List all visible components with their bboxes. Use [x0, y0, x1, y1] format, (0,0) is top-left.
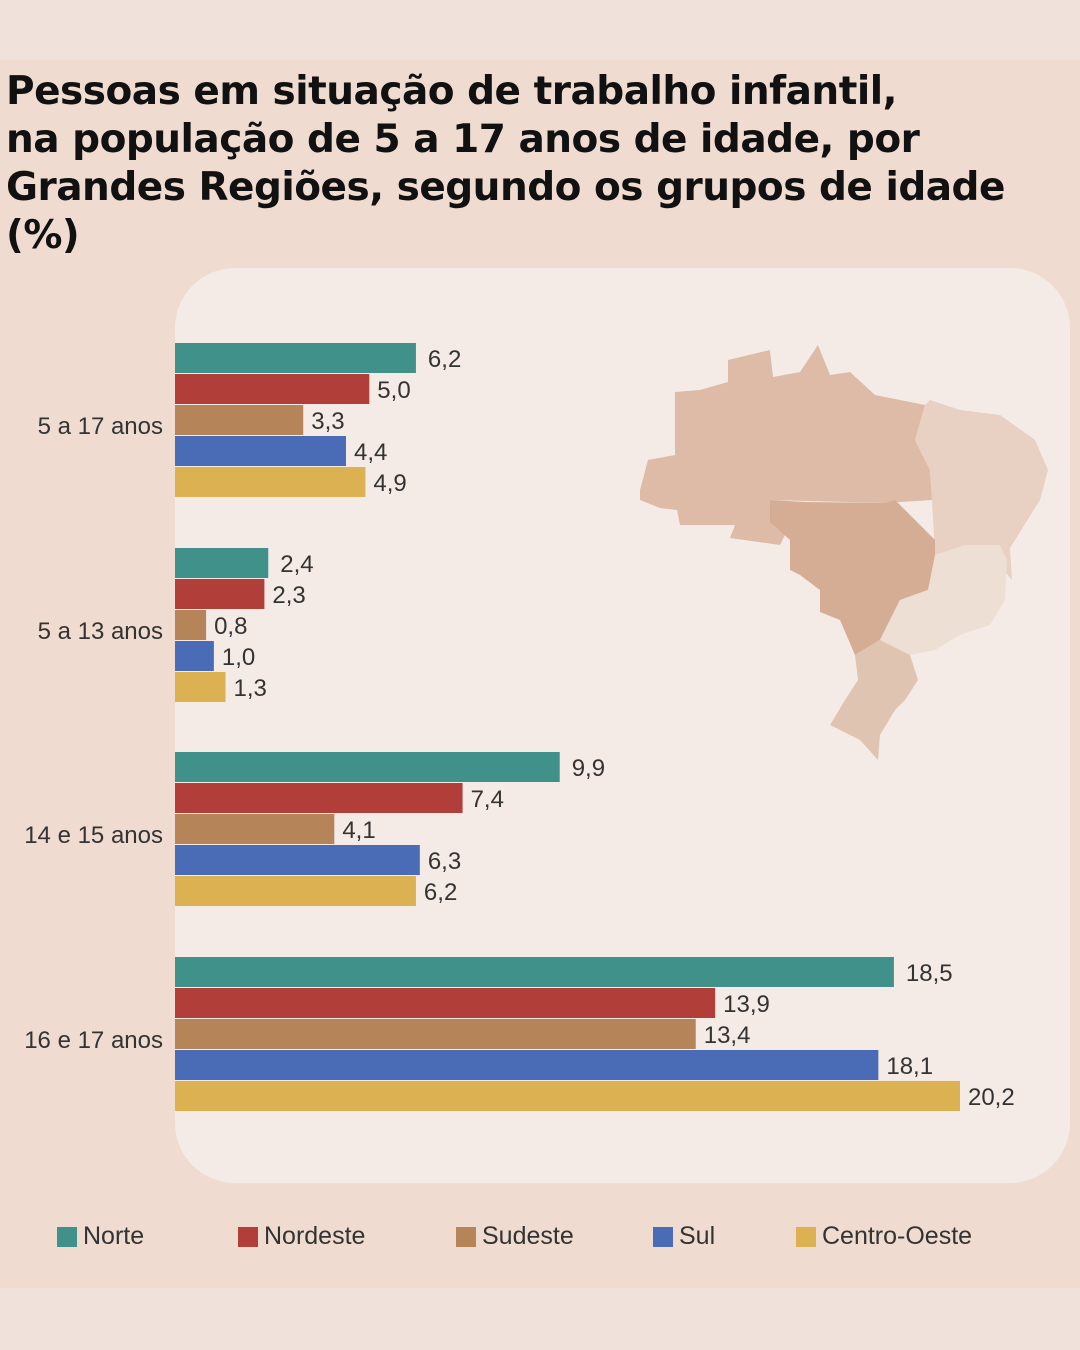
legend-swatch: [796, 1226, 816, 1247]
map-region-nordeste: [915, 400, 1048, 580]
bar-sul: [175, 641, 214, 671]
bar-centro-oeste: [175, 1081, 960, 1111]
data-label: 4,4: [354, 439, 387, 466]
map-region-centro-oeste: [770, 500, 935, 655]
category-label: 16 e 17 anos: [24, 1027, 163, 1054]
chart-title: Pessoas em situação de trabalho infantil…: [6, 69, 1005, 258]
bottom-band: [0, 1288, 1080, 1350]
legend-label: Sul: [679, 1222, 716, 1250]
bar-norte: [175, 957, 894, 987]
legend-item-sul: Sul: [653, 1222, 715, 1251]
bar-norte: [175, 548, 269, 578]
bar-nordeste: [175, 783, 463, 813]
bar-nordeste: [175, 579, 265, 609]
data-label: 1,0: [222, 644, 255, 671]
bar-sudeste: [175, 1019, 696, 1049]
data-label: 0,8: [214, 613, 247, 640]
bar-sudeste: [175, 610, 207, 640]
category-label: 14 e 15 anos: [24, 822, 163, 849]
legend-item-norte: Norte: [57, 1222, 144, 1251]
data-label: 2,4: [280, 551, 313, 578]
legend-label: Centro-Oeste: [822, 1222, 973, 1250]
legend-label: Nordeste: [264, 1222, 366, 1250]
bar-nordeste: [175, 988, 716, 1018]
map-region-sul: [830, 640, 918, 760]
legend-label: Norte: [83, 1222, 145, 1250]
data-label: 13,4: [704, 1022, 751, 1049]
legend-swatch: [57, 1226, 77, 1247]
bar-sul: [175, 436, 346, 466]
brazil-map-icon: [640, 345, 1048, 760]
data-label: 20,2: [968, 1084, 1015, 1111]
data-label: 2,3: [272, 582, 305, 609]
legend-label: Sudeste: [482, 1222, 574, 1250]
data-label: 9,9: [572, 755, 605, 782]
data-label: 6,2: [428, 346, 461, 373]
category-label: 5 a 17 anos: [38, 413, 163, 440]
data-label: 4,9: [373, 470, 406, 497]
bar-norte: [175, 752, 560, 782]
data-label: 7,4: [471, 786, 504, 813]
bar-centro-oeste: [175, 876, 416, 906]
bar-sudeste: [175, 405, 304, 435]
data-label: 5,0: [377, 377, 410, 404]
bar-centro-oeste: [175, 467, 366, 497]
data-label: 18,5: [906, 960, 953, 987]
legend-swatch: [456, 1226, 476, 1247]
bar-centro-oeste: [175, 672, 226, 702]
legend-item-sudeste: Sudeste: [456, 1222, 574, 1251]
data-label: 3,3: [311, 408, 344, 435]
legend: Norte Nordeste Sudeste Sul Centro-Oeste: [0, 1222, 1080, 1252]
bar-sudeste: [175, 814, 335, 844]
data-label: 18,1: [886, 1053, 933, 1080]
category-label: 5 a 13 anos: [38, 618, 163, 645]
data-label: 4,1: [342, 817, 375, 844]
legend-swatch: [238, 1226, 258, 1247]
legend-item-centro-oeste: Centro-Oeste: [796, 1222, 972, 1251]
bar-sul: [175, 1050, 879, 1080]
map-region-norte: [640, 345, 932, 545]
data-label: 1,3: [234, 675, 267, 702]
bar-sul: [175, 845, 420, 875]
map-region-sudeste: [880, 545, 1007, 655]
legend-item-nordeste: Nordeste: [238, 1222, 365, 1251]
top-band: [0, 0, 1080, 60]
data-label: 6,3: [428, 848, 461, 875]
bar-norte: [175, 343, 416, 373]
data-label: 6,2: [424, 879, 457, 906]
data-label: 13,9: [723, 991, 770, 1018]
legend-swatch: [653, 1226, 673, 1247]
bar-nordeste: [175, 374, 370, 404]
